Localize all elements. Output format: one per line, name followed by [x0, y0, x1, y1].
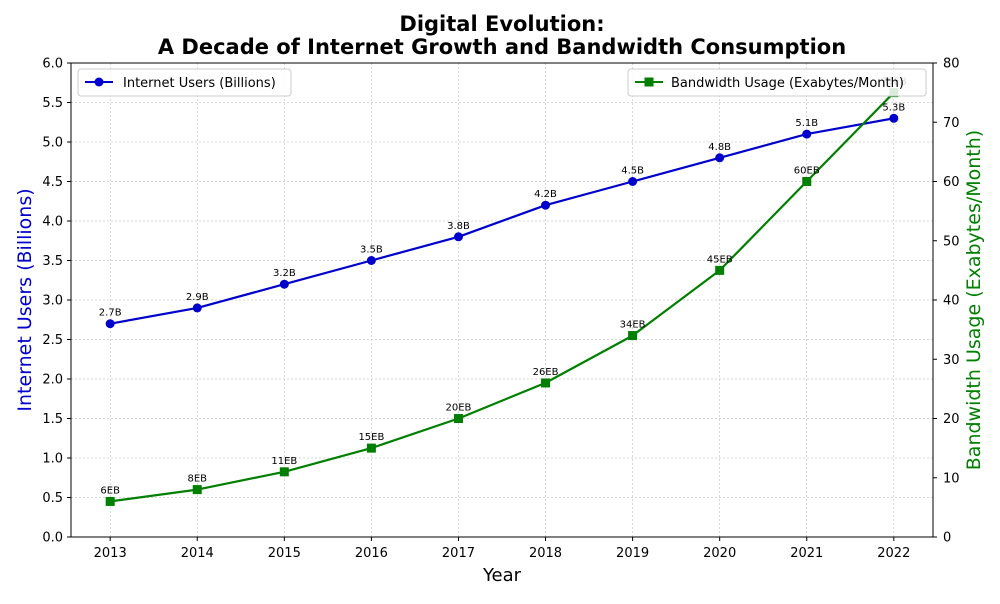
left-tick-label: 4.5 — [42, 175, 63, 190]
left-tick-label: 5.5 — [42, 96, 63, 111]
legend-left-box — [77, 68, 292, 97]
x-tick-label: 2014 — [181, 546, 214, 561]
series-0-data-label: 3.2B — [273, 268, 296, 279]
left-tick-label: 3.0 — [42, 294, 63, 309]
series-0-point — [366, 256, 376, 265]
left-tick-label: 0.5 — [42, 491, 63, 506]
right-tick-label: 30 — [943, 353, 960, 368]
left-tick-label: 6.0 — [42, 57, 63, 72]
left-tick-label: 4.0 — [42, 215, 63, 230]
series-0-point — [105, 319, 115, 329]
series-0-data-label: 4.2B — [534, 189, 557, 200]
left-tick-label: 3.5 — [42, 254, 63, 269]
legend-right: Bandwidth Usage (Exabytes/Month) — [627, 68, 927, 97]
series-1-point — [105, 496, 115, 506]
x-axis-label: Year — [482, 565, 522, 586]
right-tick-label: 80 — [943, 57, 960, 72]
series-1-data-label: 26EB — [533, 367, 559, 378]
x-tick-label: 2020 — [703, 546, 736, 561]
series-1-data-label: 6EB — [100, 485, 120, 496]
legend-left: Internet Users (Billions) — [77, 68, 292, 97]
left-tick-label: 5.0 — [42, 136, 63, 151]
series-1-point — [279, 467, 289, 477]
series-1-data-label: 11EB — [271, 456, 297, 467]
x-tick-label: 2019 — [616, 546, 649, 561]
right-tick-label: 50 — [943, 234, 960, 249]
series-line-1 — [110, 91, 895, 503]
series-1-data-label: 60EB — [794, 166, 820, 177]
series-0-data-label: 2.9B — [186, 292, 209, 303]
left-axis-label: Internet Users (Billions) — [14, 188, 36, 411]
series-0-data-label: 5.3B — [882, 102, 905, 113]
left-tick-label: 1.0 — [42, 452, 63, 467]
left-tick-label: 2.0 — [42, 373, 63, 388]
series-0-point — [715, 153, 725, 163]
x-tick-label: 2021 — [790, 546, 823, 561]
right-tick-label: 40 — [943, 294, 960, 309]
series-1-data-label: 45EB — [707, 254, 733, 265]
x-tick-label: 2017 — [442, 546, 475, 561]
series-1-point — [715, 265, 725, 275]
series-1-point — [453, 414, 463, 423]
left-tick-label: 0.0 — [42, 531, 63, 546]
right-axis-label: Bandwidth Usage (Exabytes/Month) — [963, 130, 985, 470]
series-0-point — [802, 129, 812, 139]
left-axis-ticks: 0.0 0.5 1.0 1.5 2.0 2.5 3.0 3.5 4.0 4.5 5.0 5.5 6.0 — [42, 57, 71, 546]
series-layer — [105, 88, 899, 506]
series-0-data-label: 4.5B — [621, 166, 644, 177]
series-0-point — [889, 113, 899, 123]
series-1-data-label: 20EB — [446, 403, 472, 414]
series-1-point — [192, 485, 202, 495]
x-tick-label: 2018 — [529, 546, 562, 561]
series-0-point — [453, 232, 463, 242]
chart-title-line-1: Digital Evolution: — [399, 12, 604, 36]
grid-layer — [71, 62, 933, 538]
series-1-point — [628, 331, 638, 341]
x-tick-label: 2015 — [268, 546, 301, 561]
series-1-data-label: 34EB — [620, 320, 646, 331]
x-tick-label: 2013 — [94, 546, 127, 561]
series-1-point — [802, 177, 812, 186]
right-tick-label: 10 — [943, 471, 960, 486]
right-tick-label: 70 — [943, 116, 960, 131]
series-0-data-label: 2.7B — [99, 308, 122, 319]
series-1-data-label: 15EB — [358, 432, 384, 443]
series-0-point — [628, 177, 638, 186]
series-1-point — [541, 378, 551, 388]
x-tick-label: 2016 — [355, 546, 388, 561]
series-0-point — [192, 303, 202, 313]
series-0-data-label: 3.5B — [360, 245, 383, 256]
legend-left-label: Internet Users (Billions) — [123, 76, 276, 91]
legend-right-box — [627, 68, 927, 97]
series-1-data-label: 8EB — [187, 474, 207, 485]
right-axis-ticks: 0 10 20 30 40 50 60 70 80 — [933, 57, 960, 546]
series-0-point — [279, 279, 289, 289]
left-tick-label: 1.5 — [42, 412, 63, 427]
series-0-data-label: 4.8B — [708, 142, 731, 153]
right-tick-label: 60 — [943, 175, 960, 190]
left-tick-label: 2.5 — [42, 333, 63, 348]
x-tick-label: 2022 — [877, 546, 910, 561]
series-1-point — [366, 443, 376, 453]
series-0-data-label: 5.1B — [795, 118, 818, 129]
right-tick-label: 20 — [943, 412, 960, 427]
legend-left-marker — [94, 77, 104, 87]
series-0-data-label: 3.8B — [447, 221, 470, 232]
chart-title-line-2: A Decade of Internet Growth and Bandwidt… — [158, 35, 846, 59]
series-line-0 — [110, 117, 894, 325]
right-tick-label: 0 — [943, 531, 951, 546]
legend-right-label: Bandwidth Usage (Exabytes/Month) — [671, 76, 904, 91]
x-axis-ticks: 2013 2014 2015 2016 2017 2018 2019 2020 2021 2022 — [94, 537, 910, 561]
series-0-point — [541, 200, 551, 210]
legend-right-marker — [644, 77, 654, 87]
